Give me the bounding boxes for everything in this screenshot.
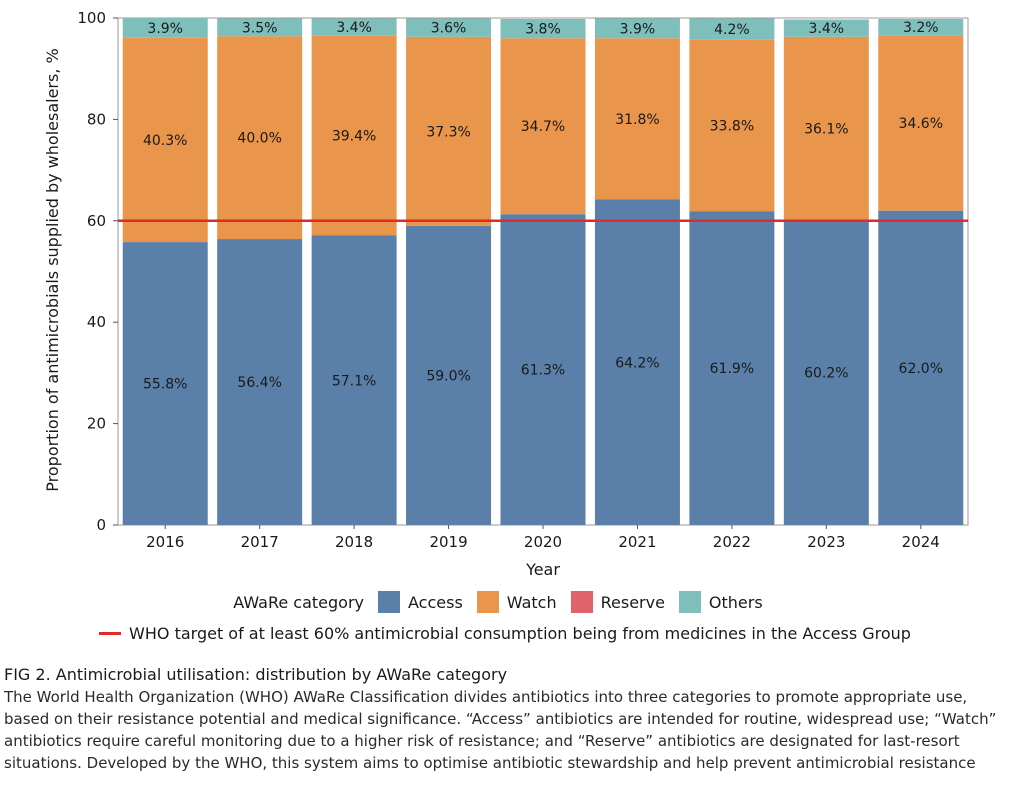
- bar-others-2024: [878, 19, 964, 36]
- bar-watch-2022: [689, 39, 775, 212]
- x-tick-label-2022: 2022: [713, 533, 751, 551]
- data-label-watch-2017: 40.0%: [237, 131, 281, 147]
- legend: AWaRe category Access Watch Reserve Othe…: [0, 588, 1010, 616]
- data-label-others-2018: 3.4%: [336, 20, 372, 36]
- y-tick-label-100: 100: [77, 9, 106, 27]
- data-label-access-2020: 61.3%: [521, 363, 565, 379]
- data-label-others-2022: 4.2%: [714, 22, 750, 38]
- legend-label-access: Access: [408, 592, 463, 612]
- data-label-others-2024: 3.2%: [903, 20, 939, 36]
- y-tick-label-60: 60: [87, 212, 106, 230]
- data-label-watch-2018: 39.4%: [332, 129, 376, 145]
- data-label-others-2019: 3.6%: [431, 21, 467, 37]
- bar-watch-2023: [783, 36, 869, 220]
- data-label-access-2024: 62.0%: [899, 361, 943, 377]
- data-label-watch-2019: 37.3%: [426, 124, 470, 140]
- data-label-others-2021: 3.9%: [620, 21, 656, 37]
- bar-watch-2018: [311, 35, 397, 236]
- legend-title: AWaRe category: [233, 592, 365, 612]
- x-axis-title: Year: [525, 560, 560, 579]
- data-label-watch-2024: 34.6%: [899, 116, 943, 132]
- bar-others-2023: [783, 19, 869, 37]
- data-label-others-2017: 3.5%: [242, 20, 278, 36]
- y-tick-label-80: 80: [87, 110, 106, 128]
- bar-access-2018: [311, 235, 397, 526]
- bar-others-2019: [406, 18, 492, 37]
- data-label-access-2017: 56.4%: [237, 375, 281, 391]
- bar-access-2016: [122, 242, 208, 525]
- x-tick-label-2017: 2017: [241, 533, 279, 551]
- data-label-watch-2016: 40.3%: [143, 133, 187, 149]
- figure-caption: FIG 2. Antimicrobial utilisation: distri…: [4, 665, 1004, 774]
- legend-label-watch: Watch: [506, 592, 557, 612]
- legend-item-reserve: Reserve: [570, 591, 665, 613]
- bar-watch-2021: [594, 38, 680, 200]
- bar-watch-2024: [878, 35, 964, 211]
- bar-others-2016: [122, 18, 208, 38]
- legend-swatch-watch: [476, 591, 499, 613]
- bar-watch-2016: [122, 37, 208, 243]
- bar-watch-2019: [406, 36, 492, 226]
- data-label-watch-2020: 34.7%: [521, 119, 565, 135]
- x-tick-label-2019: 2019: [429, 533, 467, 551]
- data-label-watch-2022: 33.8%: [710, 118, 754, 134]
- bar-others-2018: [311, 18, 397, 36]
- y-tick-label-20: 20: [87, 415, 106, 433]
- data-label-watch-2023: 36.1%: [804, 121, 848, 137]
- y-axis-title: Proportion of antimicrobials supplied by…: [43, 48, 62, 491]
- bar-access-2020: [500, 214, 586, 526]
- bar-access-2023: [783, 219, 869, 525]
- stacked-bar-chart: 0 20 40 60 80 100 55.8% 40.3% 3.9% 2016 56.4% 40.0%…: [43, 9, 969, 579]
- target-legend-label: WHO target of at least 60% antimicrobial…: [129, 623, 911, 643]
- bar-watch-2020: [500, 38, 586, 215]
- bar-access-2022: [689, 211, 775, 526]
- bar-access-2019: [406, 225, 492, 525]
- data-label-access-2018: 57.1%: [332, 373, 376, 389]
- caption-title: FIG 2. Antimicrobial utilisation: distri…: [4, 665, 508, 684]
- legend-swatch-reserve: [570, 591, 593, 613]
- data-label-others-2020: 3.8%: [525, 22, 561, 38]
- data-label-access-2021: 64.2%: [615, 355, 659, 371]
- x-tick-label-2016: 2016: [146, 533, 184, 551]
- x-tick-label-2023: 2023: [807, 533, 845, 551]
- bar-others-2017: [217, 18, 303, 37]
- y-tick-label-0: 0: [96, 516, 106, 534]
- target-legend: WHO target of at least 60% antimicrobial…: [0, 621, 1010, 645]
- data-label-watch-2021: 31.8%: [615, 112, 659, 128]
- bar-watch-2017: [217, 36, 303, 240]
- bar-access-2017: [217, 239, 303, 525]
- data-label-access-2016: 55.8%: [143, 377, 187, 393]
- bar-others-2020: [500, 19, 586, 39]
- data-label-others-2016: 3.9%: [147, 21, 183, 37]
- target-legend-line: [99, 631, 122, 635]
- data-label-others-2023: 3.4%: [809, 21, 845, 37]
- data-label-access-2022: 61.9%: [710, 361, 754, 377]
- legend-item-watch: Watch: [476, 591, 557, 613]
- legend-swatch-access: [378, 591, 401, 613]
- plot-area: 0 20 40 60 80 100 55.8% 40.3% 3.9% 2016 56.4% 40.0%…: [77, 9, 969, 551]
- legend-item-others: Others: [678, 591, 763, 613]
- legend-item-access: Access: [378, 591, 463, 613]
- x-tick-label-2021: 2021: [618, 533, 656, 551]
- data-label-access-2023: 60.2%: [804, 365, 848, 381]
- legend-label-reserve: Reserve: [600, 592, 665, 612]
- x-tick-label-2018: 2018: [335, 533, 373, 551]
- y-tick-label-40: 40: [87, 313, 106, 331]
- data-label-access-2019: 59.0%: [426, 368, 470, 384]
- legend-label-others: Others: [708, 592, 763, 612]
- bar-access-2021: [594, 199, 680, 526]
- bar-access-2024: [878, 210, 964, 525]
- x-tick-label-2024: 2024: [902, 533, 940, 551]
- legend-swatch-others: [678, 591, 701, 613]
- caption-text: The World Health Organization (WHO) AWaR…: [4, 688, 997, 772]
- x-tick-label-2020: 2020: [524, 533, 562, 551]
- bar-others-2022: [689, 18, 775, 40]
- bar-others-2021: [594, 18, 680, 39]
